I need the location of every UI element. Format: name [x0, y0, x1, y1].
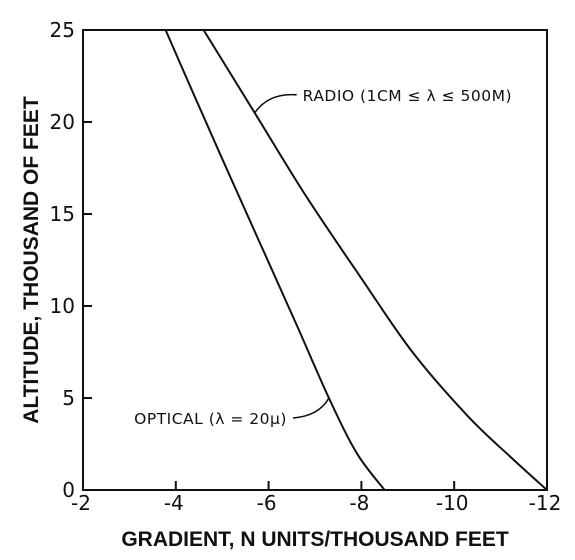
x-tick-label: -2 — [71, 491, 91, 515]
plot-area — [82, 29, 548, 491]
x-tick-label: -10 — [436, 491, 469, 515]
annotation-layer: RADIO (1CM ≤ λ ≤ 500M) OPTICAL (λ = 20μ) — [134, 87, 512, 428]
x-tick-label: -6 — [257, 491, 277, 515]
y-tick-label: 25 — [50, 18, 75, 42]
axis-ticks: -2 -4 -6 -8 -10 -12 0 5 10 15 20 25 — [50, 18, 562, 515]
y-tick-label: 5 — [62, 386, 75, 410]
y-tick-label: 0 — [62, 478, 75, 502]
y-tick-label: 15 — [50, 202, 75, 226]
radio-series-line — [202, 29, 548, 491]
y-axis-title: ALTITUDE, THOUSAND OF FEET — [20, 96, 43, 424]
radio-label: RADIO (1CM ≤ λ ≤ 500M) — [303, 87, 512, 105]
x-tick-label: -8 — [349, 491, 369, 515]
optical-series-line — [164, 29, 386, 491]
y-tick-label: 10 — [50, 294, 75, 318]
x-tick-label: -4 — [164, 491, 184, 515]
series-layer — [164, 29, 548, 491]
x-axis-title: GRADIENT, N UNITS/THOUSAND FEET — [121, 528, 509, 551]
optical-label-leader — [292, 397, 330, 419]
optical-label: OPTICAL (λ = 20μ) — [134, 410, 287, 428]
x-tick-label: -12 — [529, 491, 562, 515]
radio-label-leader — [254, 93, 297, 114]
y-tick-label: 20 — [50, 110, 75, 134]
